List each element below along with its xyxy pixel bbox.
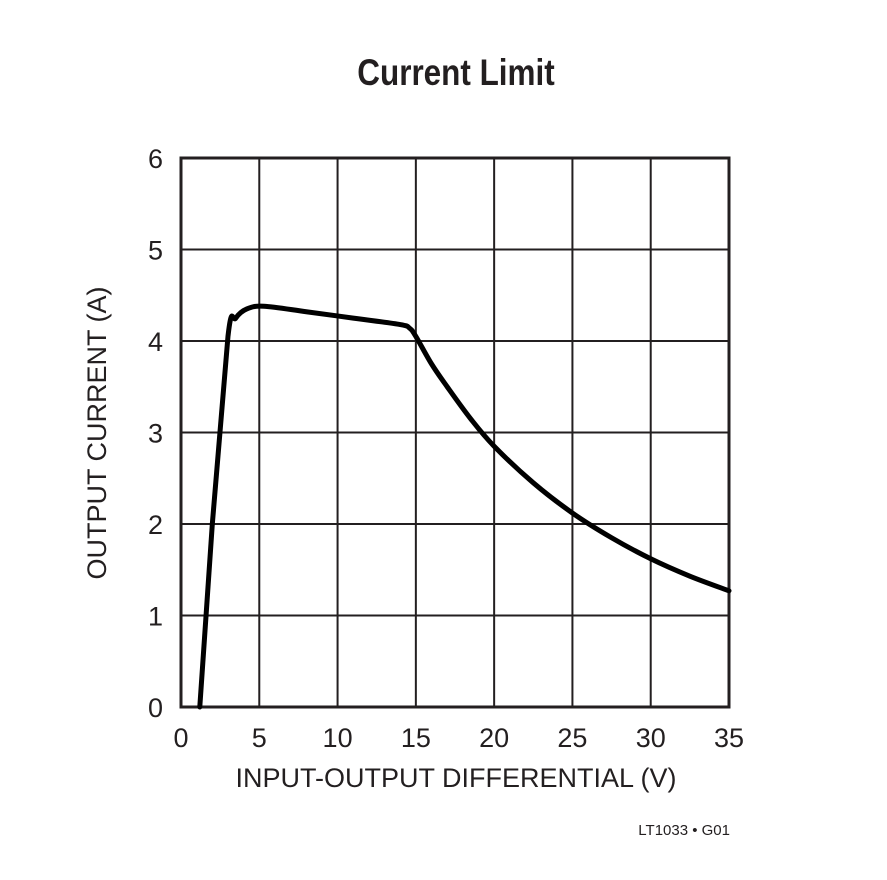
y-tick-label: 0 xyxy=(148,693,163,723)
y-tick-label: 1 xyxy=(148,602,163,632)
x-tick-label: 25 xyxy=(557,723,587,753)
x-tick-label: 0 xyxy=(173,723,188,753)
chart-title: Current Limit xyxy=(357,52,555,93)
x-tick-label: 5 xyxy=(252,723,267,753)
y-tick-label: 6 xyxy=(148,144,163,174)
grid-lines xyxy=(180,157,730,708)
x-tick-label: 10 xyxy=(323,723,353,753)
x-axis-label: INPUT-OUTPUT DIFFERENTIAL (V) xyxy=(235,763,676,793)
y-tick-label: 5 xyxy=(148,236,163,266)
y-tick-label: 3 xyxy=(148,419,163,449)
plot-frame xyxy=(179,156,731,709)
x-tick-label: 15 xyxy=(401,723,431,753)
y-axis-label: OUTPUT CURRENT (A) xyxy=(82,286,112,579)
current-limit-curve xyxy=(197,303,732,710)
y-axis-ticks: 0 1 2 3 4 5 6 xyxy=(148,144,163,723)
figure-id-footnote: LT1033 • G01 xyxy=(638,822,730,839)
x-tick-label: 20 xyxy=(479,723,509,753)
y-tick-label: 2 xyxy=(148,510,163,540)
x-axis-ticks: 0 5 10 15 20 25 30 35 xyxy=(173,723,744,753)
y-tick-label: 4 xyxy=(148,327,163,357)
x-tick-label: 35 xyxy=(714,723,744,753)
x-tick-label: 30 xyxy=(636,723,666,753)
